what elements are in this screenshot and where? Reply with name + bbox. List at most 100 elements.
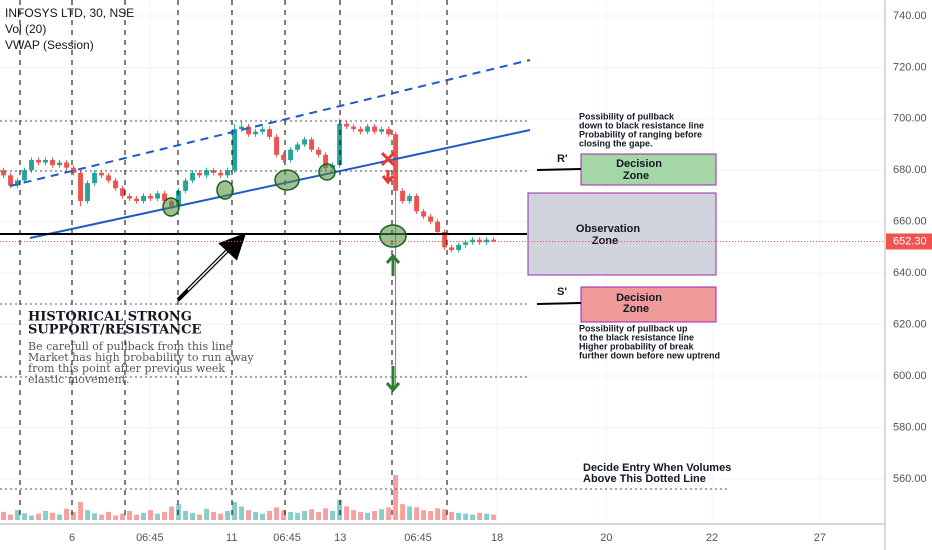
touch xyxy=(162,197,180,217)
x-tick-label: 22 xyxy=(706,532,718,544)
candle-body xyxy=(190,172,195,181)
arrow-down xyxy=(385,382,401,393)
y-tick-label: 600.00 xyxy=(893,370,927,382)
red-marks xyxy=(380,151,396,185)
candle-body xyxy=(372,126,378,132)
r-zone-label: Decision xyxy=(616,158,662,170)
volume-bar xyxy=(57,514,62,520)
volume-bar xyxy=(295,512,301,520)
candle-body xyxy=(379,129,385,132)
s-zone xyxy=(580,286,717,323)
s-zone-label: Zone xyxy=(623,303,649,315)
candle-body xyxy=(134,198,139,202)
observation-label: Zone xyxy=(592,235,618,247)
volume-bar xyxy=(92,513,97,520)
candle-body xyxy=(309,139,315,150)
volume-bar xyxy=(351,510,357,520)
candle-body xyxy=(204,170,209,176)
candle-body xyxy=(71,167,76,173)
candle-body xyxy=(43,159,48,163)
volume-bar xyxy=(218,513,224,520)
volume-bar xyxy=(169,506,174,520)
candle-body xyxy=(92,172,97,184)
drawings xyxy=(0,0,730,520)
candle-body xyxy=(15,180,20,186)
volume-bar xyxy=(204,508,209,520)
volume-bar xyxy=(1,511,6,520)
upper-note: closing the gape. xyxy=(579,138,653,148)
y-tick-label: 620.00 xyxy=(893,318,927,330)
candle-body xyxy=(491,239,497,242)
volume-bar xyxy=(407,506,413,520)
candle-body xyxy=(225,170,231,176)
x-tick-label: 06:45 xyxy=(136,532,164,544)
candle-body xyxy=(295,144,301,150)
volume-bar xyxy=(99,514,104,520)
y-tick-label: 720.00 xyxy=(893,61,927,73)
symbol-title: INFOSYS LTD, 30, NSE xyxy=(5,6,134,20)
volume-bar xyxy=(260,513,266,520)
candle-body xyxy=(407,195,413,202)
candle-body xyxy=(127,195,132,199)
volume-bar xyxy=(400,504,406,520)
volume-note: Decide Entry When Volumes xyxy=(583,462,731,474)
volume-bar xyxy=(190,512,195,520)
horizontal-dotted-lines xyxy=(0,120,730,490)
volume-bar xyxy=(316,511,322,520)
volume-bar xyxy=(330,511,336,520)
volume-bar xyxy=(365,512,371,520)
touch xyxy=(274,169,300,191)
x-tick-label: 27 xyxy=(814,532,826,544)
volume-bar xyxy=(302,511,308,520)
y-tick-label: 560.00 xyxy=(893,473,927,485)
candle-body xyxy=(246,126,252,135)
volume-bar xyxy=(477,512,483,520)
volume-bar xyxy=(463,513,469,520)
candle-body xyxy=(22,170,27,181)
volume-bar xyxy=(78,502,83,520)
volume-bar xyxy=(435,508,441,520)
volume-bar xyxy=(372,511,378,520)
volume-bar xyxy=(176,504,181,520)
volume-bar xyxy=(442,509,448,520)
candle-body xyxy=(176,190,181,207)
candle-body xyxy=(449,247,455,250)
r-zone-label: Zone xyxy=(623,170,649,182)
volume-bar xyxy=(22,513,27,520)
last-price-label: 652.30 xyxy=(893,235,927,247)
volume-bar xyxy=(71,511,76,520)
volume-bar xyxy=(15,510,20,520)
support-note: from this point after previous week xyxy=(28,362,225,375)
volume-bar xyxy=(379,509,385,520)
candle-body xyxy=(484,239,490,243)
s-connector xyxy=(536,302,582,305)
arrow-inner xyxy=(187,247,231,291)
candle-body xyxy=(316,149,322,155)
volume-bar xyxy=(428,511,434,520)
volume-bar xyxy=(50,512,55,520)
volume-bar xyxy=(127,511,132,520)
candle-body xyxy=(106,175,111,181)
r-label: R' xyxy=(557,153,568,165)
x-tick-label: 20 xyxy=(600,532,612,544)
candle-body xyxy=(113,180,118,189)
candle-body xyxy=(183,180,188,191)
volume-bar xyxy=(197,514,202,520)
cross xyxy=(380,151,396,167)
y-tick-label: 700.00 xyxy=(893,113,927,125)
candle-body xyxy=(232,129,238,171)
volume-bar xyxy=(85,510,90,520)
candle-body xyxy=(302,139,308,145)
volume-bar xyxy=(484,513,490,520)
volume-bar xyxy=(323,508,329,520)
candle-body xyxy=(155,193,160,199)
y-tick-label: 660.00 xyxy=(893,216,927,228)
candle-body xyxy=(288,149,294,160)
lower-note: Possibility of pullback up xyxy=(579,323,688,333)
candle-body xyxy=(414,195,420,212)
support-title: SUPPORT/RESISTANCE xyxy=(28,323,201,338)
r-connector xyxy=(536,168,582,171)
touch-points xyxy=(162,163,407,248)
